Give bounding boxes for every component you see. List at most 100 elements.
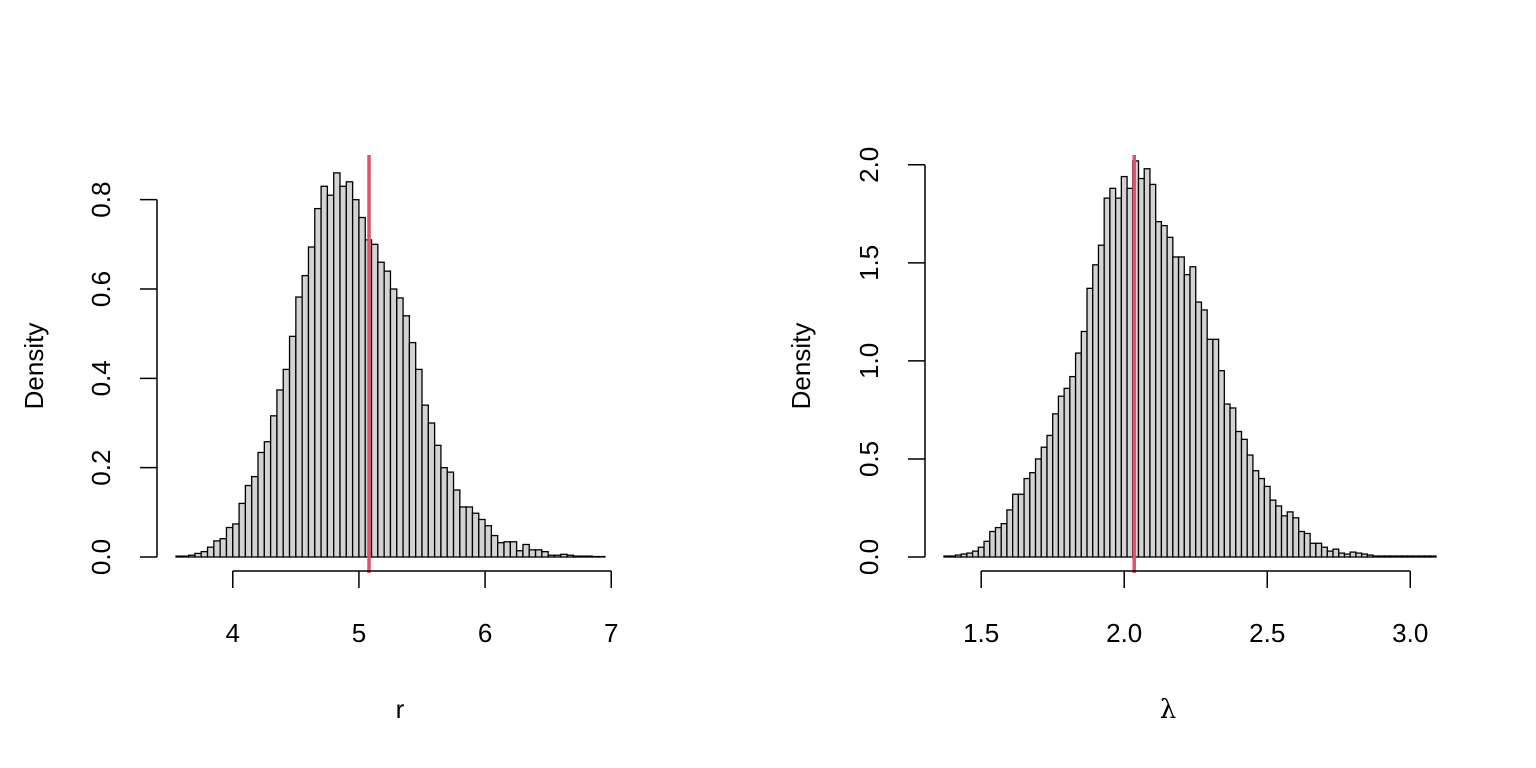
- histogram-bar: [301, 274, 310, 558]
- x-axis-label: r: [396, 694, 405, 724]
- histogram-bar: [1275, 505, 1283, 558]
- histogram-bar: [1166, 236, 1174, 558]
- histogram-bar: [276, 389, 284, 558]
- histogram-bar: [1017, 493, 1025, 558]
- histogram-bar: [1080, 330, 1088, 558]
- histogram-bar: [994, 526, 1002, 558]
- histogram-bar: [541, 550, 549, 558]
- histogram-bar: [1097, 244, 1105, 558]
- histogram-bar: [1137, 177, 1145, 558]
- histogram-bar: [971, 550, 979, 558]
- histogram-bar: [333, 172, 341, 558]
- histogram-bar: [1429, 555, 1437, 558]
- histogram-bar: [383, 270, 392, 558]
- histogram-bar: [427, 422, 436, 558]
- histogram-bar: [1109, 187, 1117, 558]
- histogram-bar: [408, 341, 417, 558]
- histogram-bar: [358, 216, 366, 558]
- histogram-bar: [213, 540, 221, 558]
- histogram-bar: [1126, 187, 1134, 558]
- y-tick-label: 0.8: [86, 182, 116, 218]
- histogram-bar: [440, 467, 448, 558]
- x-tick-label: 5: [352, 618, 366, 648]
- y-tick-label: 0.4: [86, 360, 116, 396]
- histogram-bar: [1103, 197, 1111, 558]
- histogram-bar: [345, 181, 354, 558]
- histogram-bar: [415, 368, 423, 558]
- histogram-bar: [389, 288, 398, 558]
- histogram-bar: [954, 554, 962, 558]
- histogram-bar: [547, 554, 556, 558]
- histogram-bar: [484, 525, 493, 558]
- histogram-bar: [1303, 532, 1311, 558]
- histogram-bar: [572, 555, 581, 558]
- histogram-bar: [560, 553, 568, 558]
- histogram-bar: [1189, 266, 1197, 558]
- histogram-bar: [1177, 256, 1185, 558]
- histogram-bar: [1258, 477, 1266, 558]
- histogram-bar: [490, 534, 499, 558]
- histogram-bar: [238, 502, 247, 558]
- histogram-bar: [1320, 546, 1328, 558]
- histogram-bar: [320, 185, 329, 558]
- y-axis: 0.0 0.5 1.0 1.5 2.0: [854, 147, 926, 575]
- histogram-bar: [206, 546, 215, 558]
- histogram-bar: [377, 261, 385, 558]
- histogram-bar: [960, 553, 968, 558]
- histogram-bar: [1040, 446, 1048, 558]
- histogram-bar: [1406, 555, 1414, 558]
- y-tick-label: 0.2: [86, 450, 116, 486]
- y-tick-label: 0.0: [86, 539, 116, 575]
- histogram-bar: [263, 441, 272, 558]
- histogram-bar: [187, 554, 196, 558]
- histogram-bar: [528, 549, 537, 558]
- histogram-bar: [175, 555, 183, 558]
- histogram-bar: [943, 555, 951, 558]
- y-tick-label: 1.5: [854, 245, 884, 281]
- y-tick-label: 2.0: [854, 147, 884, 183]
- histogram-bar: [509, 541, 518, 558]
- histogram-bar: [1229, 407, 1237, 558]
- histogram-bar: [1143, 168, 1151, 558]
- histogram-bar: [1332, 548, 1340, 558]
- histogram-bar: [1195, 301, 1203, 558]
- histogram-bar: [977, 546, 985, 558]
- histogram-bar: [1069, 375, 1077, 558]
- histogram-bar: [1395, 555, 1403, 558]
- histogram-bar: [1383, 555, 1391, 558]
- histogram-bar: [1360, 553, 1369, 558]
- histogram-bar: [1217, 370, 1225, 558]
- histogram-bar: [1372, 555, 1380, 558]
- histogram-bar: [1389, 555, 1397, 558]
- histogram-bar: [497, 542, 505, 558]
- histogram-bar: [1418, 555, 1426, 558]
- histogram-bar: [295, 296, 303, 558]
- x-tick-label: 3.0: [1392, 618, 1428, 648]
- x-tick-label: 7: [604, 618, 618, 648]
- histogram-bar: [1292, 517, 1300, 558]
- histogram-bar: [370, 243, 379, 558]
- histogram-bar: [949, 555, 957, 558]
- histogram-bar: [1160, 224, 1168, 558]
- histogram-bar: [1269, 499, 1277, 558]
- histogram-bar: [966, 552, 974, 558]
- histogram-bar: [1309, 542, 1317, 558]
- x-axis: 4 5 6 7: [226, 570, 618, 648]
- histogram-bar: [522, 543, 530, 558]
- histogram-bar: [1423, 555, 1431, 558]
- y-axis-label: Density: [19, 323, 49, 410]
- histogram-bar: [314, 207, 322, 558]
- histogram-bar: [465, 506, 474, 558]
- histogram-bar: [1223, 403, 1231, 558]
- histogram-bar: [1280, 515, 1288, 558]
- histogram-bars: [943, 160, 1437, 558]
- x-tick-label: 6: [478, 618, 492, 648]
- histogram-bar: [1200, 309, 1208, 558]
- histogram-bar: [1412, 555, 1420, 558]
- histogram-bar: [181, 555, 190, 558]
- histogram-bar: [1120, 175, 1128, 558]
- histogram-bar: [566, 554, 575, 558]
- histogram-bar: [1343, 553, 1351, 558]
- histogram-bar: [1006, 509, 1014, 558]
- histogram-bar: [219, 538, 228, 558]
